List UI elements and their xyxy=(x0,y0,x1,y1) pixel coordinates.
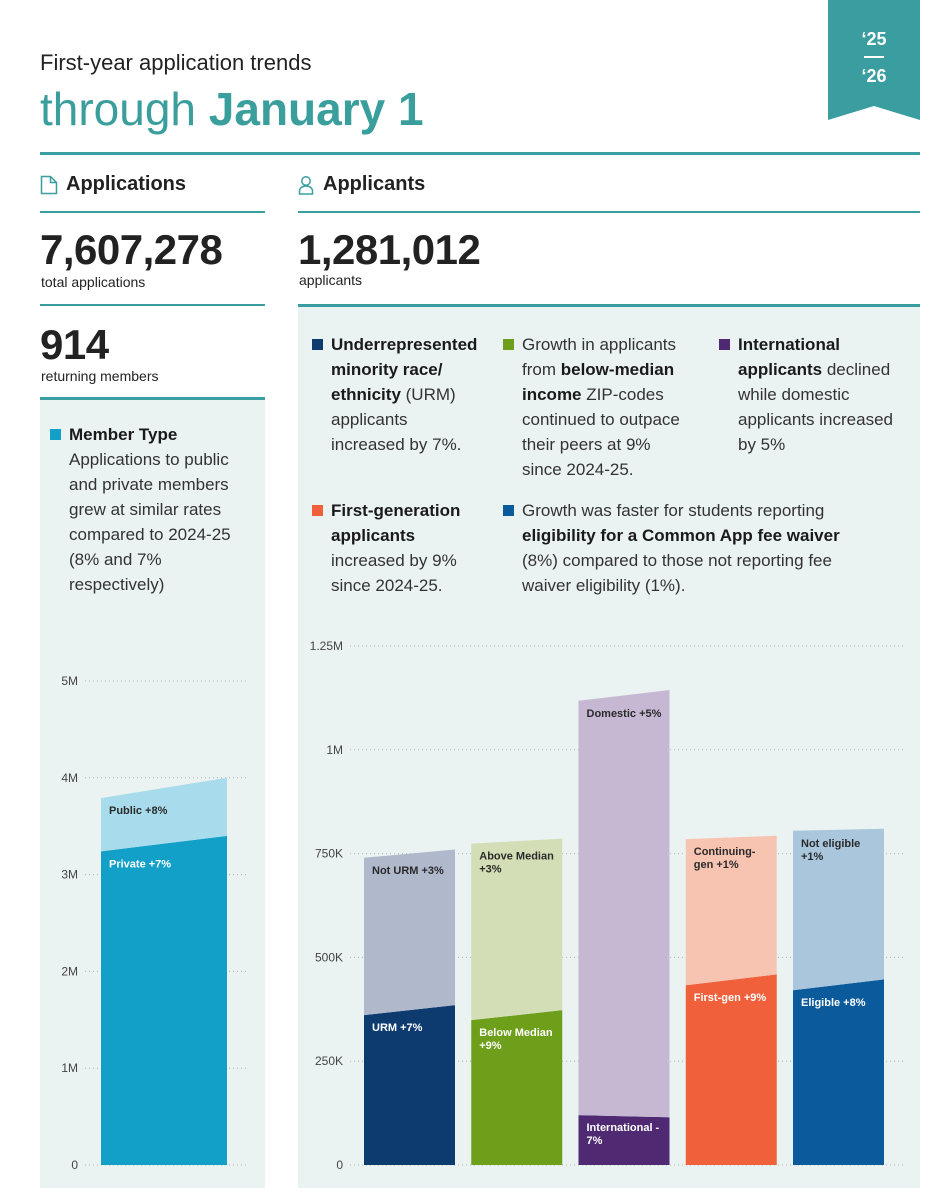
y-tick-label: 1M xyxy=(61,1061,78,1075)
note-part: (8%) compared to those not reporting fee… xyxy=(522,551,832,595)
note-part: Growth was faster for students reporting xyxy=(522,501,825,520)
segment-label: Below Median +9% xyxy=(479,1027,555,1052)
badge-bottom: ‘26 xyxy=(861,66,886,86)
note-bold: Underrepresented minority race/ ethnicit… xyxy=(331,335,478,404)
segment-label: URM +7% xyxy=(372,1022,423,1034)
total: 1,281,012 xyxy=(298,226,481,273)
note: International applicants declined while … xyxy=(719,332,899,457)
y-tick-label: 1.25M xyxy=(310,639,343,653)
note: Growth was faster for students reporting… xyxy=(503,498,853,598)
note-bold: First-generation applicants xyxy=(331,501,461,545)
y-tick-label: 750K xyxy=(315,847,343,861)
doc-icon xyxy=(40,175,58,195)
y-tick-label: 3M xyxy=(61,868,78,882)
note-bold: eligibility for a Common App fee waiver xyxy=(522,526,840,545)
note-part: ZIP-codes continued to outpace their pee… xyxy=(522,385,680,479)
note-text: First-generation applicants increased by… xyxy=(331,498,472,598)
title-start: through xyxy=(40,83,197,135)
bar-segment xyxy=(471,838,563,1021)
note-heading: Member Type xyxy=(69,425,178,444)
total-label: total applications xyxy=(41,274,146,290)
note-text: Growth in applicants from below-median i… xyxy=(522,332,688,482)
note-bold: below-median income xyxy=(522,360,675,404)
segment-label: International -7% xyxy=(587,1122,660,1147)
y-tick-label: 250K xyxy=(315,1054,343,1068)
segment-label: Public +8% xyxy=(109,805,168,817)
section-heading: Applications xyxy=(66,173,187,195)
note: Underrepresented minority race/ ethnicit… xyxy=(312,332,482,457)
total: 7,607,278 xyxy=(40,226,223,273)
bar-segment xyxy=(685,974,777,1165)
bar-segment xyxy=(101,777,227,852)
segment-label: Continuing-gen +1% xyxy=(694,846,756,871)
y-tick-label: 0 xyxy=(336,1158,343,1172)
y-tick-label: 500K xyxy=(315,950,343,964)
bar-segment xyxy=(578,1115,670,1165)
note-text: Underrepresented minority race/ ethnicit… xyxy=(331,332,482,457)
note-part: declined while domestic applicants incre… xyxy=(738,360,893,454)
note-bold: International applicants xyxy=(738,335,841,379)
bar-segment xyxy=(793,979,884,1165)
bar-segment xyxy=(101,835,227,1165)
person-icon xyxy=(298,176,314,195)
badge-top: ‘25 xyxy=(861,29,886,49)
bar-segment xyxy=(685,835,777,986)
y-tick-label: 4M xyxy=(61,771,78,785)
segment-label: Domestic +5% xyxy=(587,708,662,720)
total-label: applicants xyxy=(299,272,363,288)
bar-segment xyxy=(364,1005,455,1165)
note-text: International applicants declined while … xyxy=(738,332,899,457)
title-emphasis: January 1 xyxy=(208,83,424,135)
title: through January 1 xyxy=(40,82,424,136)
note-text: Growth was faster for students reporting… xyxy=(522,498,853,598)
subtitle: First-year application trends xyxy=(40,50,312,75)
bar-segment xyxy=(364,849,455,1016)
y-tick-label: 5M xyxy=(61,674,78,688)
note: Growth in applicants from below-median i… xyxy=(503,332,688,482)
note: First-generation applicants increased by… xyxy=(312,498,472,598)
y-tick-label: 2M xyxy=(61,964,78,978)
segment-label: First-gen +9% xyxy=(694,992,767,1004)
members-label: returning members xyxy=(41,368,159,384)
segment-label: Not eligible +1% xyxy=(801,838,863,863)
note-text: Applications to public and private membe… xyxy=(69,450,231,594)
bar-segment xyxy=(471,1010,563,1165)
segment-label: Above Median +3% xyxy=(479,851,557,876)
members: 914 xyxy=(40,321,109,368)
note-part: Growth in applicants from xyxy=(522,335,677,379)
badge: ‘25 ‘26 xyxy=(828,0,920,120)
note-part: increased by 9% since 2024-25. xyxy=(331,551,457,595)
segment-label: Private +7% xyxy=(109,858,171,870)
y-tick-label: 1M xyxy=(326,743,343,757)
note-part: (URM) applicants increased by 7%. xyxy=(331,385,462,454)
member-note: Member Type Applications to public and p… xyxy=(50,422,250,597)
bar-segment xyxy=(793,828,884,991)
y-tick-label: 0 xyxy=(71,1158,78,1172)
segment-label: Not URM +3% xyxy=(372,865,444,877)
bar-segment xyxy=(578,690,670,1118)
segment-label: Eligible +8% xyxy=(801,997,866,1009)
section-heading: Applicants xyxy=(323,173,426,195)
